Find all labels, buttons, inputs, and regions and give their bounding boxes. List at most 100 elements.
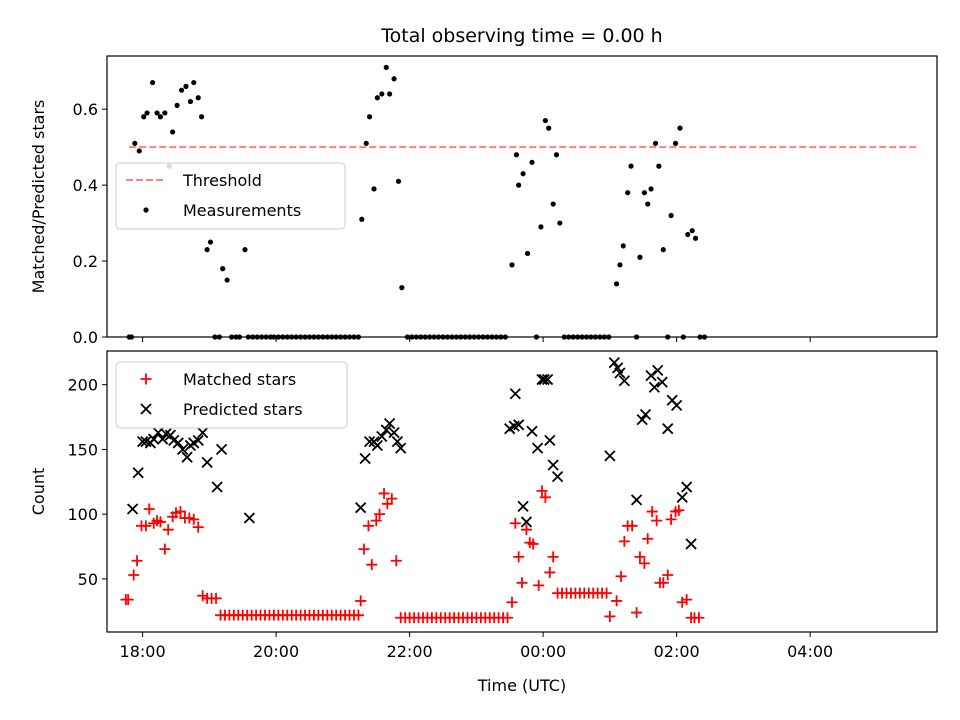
predicted-stars-point	[181, 451, 193, 463]
y-tick-label: 0.6	[73, 100, 98, 119]
matched-stars-point	[386, 493, 398, 505]
matched-stars-point	[536, 485, 548, 497]
measurement-point	[366, 114, 373, 120]
measurement-point	[524, 250, 531, 257]
measurement-point	[617, 262, 623, 268]
predicted-stars-point	[380, 424, 392, 436]
measurement-point	[628, 163, 634, 169]
measurement-point	[379, 91, 385, 97]
predicted-stars-point	[243, 512, 256, 524]
matched-stars-point	[681, 594, 693, 606]
predicted-stars-point	[215, 443, 228, 456]
measurement-point	[542, 117, 548, 124]
predicted-stars-point	[156, 433, 169, 445]
predicted-stars-point	[544, 434, 556, 446]
matched-stars-point	[502, 612, 514, 624]
matched-stars-point	[390, 555, 402, 567]
measurement-point	[637, 254, 643, 260]
predicted-stars-point	[656, 376, 668, 388]
predicted-stars-point	[526, 425, 538, 437]
measurement-point	[652, 140, 659, 146]
predicted-stars-point	[608, 357, 620, 369]
predicted-stars-point	[685, 538, 697, 550]
matched-stars-point	[362, 520, 374, 532]
matched-stars-point	[128, 569, 140, 581]
predicted-stars-point	[614, 367, 626, 379]
predicted-stars-point	[681, 481, 693, 493]
x-tick-label: 02:00	[654, 642, 700, 661]
matched-stars-point	[601, 587, 613, 599]
matched-stars-point	[370, 515, 382, 527]
predicted-stars-point	[547, 459, 559, 471]
matched-stars-point	[673, 504, 685, 516]
predicted-stars-point	[652, 364, 664, 377]
measurement-point	[641, 190, 647, 196]
y-tick-label: 200	[67, 376, 98, 395]
measurement-point	[656, 163, 662, 169]
matched-stars-point	[638, 557, 650, 569]
measurement-point	[224, 277, 230, 283]
matched-stars-point	[122, 594, 134, 606]
predicted-stars-point	[363, 436, 376, 448]
matched-stars-point	[544, 566, 556, 578]
measurement-point	[154, 110, 160, 116]
measurement-point	[141, 114, 147, 120]
measurement-point	[395, 178, 402, 184]
predicted-stars-point	[201, 456, 213, 469]
x-tick-label: 04:00	[787, 642, 833, 661]
legend-predicted-swatch	[140, 403, 152, 415]
matched-stars-point	[527, 538, 539, 550]
matched-stars-point	[642, 533, 654, 545]
measurement-point	[672, 140, 679, 146]
measurement-point	[383, 64, 389, 70]
measurement-point	[387, 91, 393, 97]
measurement-point	[516, 182, 522, 188]
measurement-point	[613, 281, 620, 287]
matched-stars-point	[358, 543, 370, 555]
y-axis-label: Matched/Predicted stars	[29, 100, 48, 294]
predicted-stars-point	[648, 381, 661, 393]
matched-stars-point	[352, 609, 364, 621]
measurement-point	[136, 148, 142, 154]
measurement-point	[198, 114, 205, 120]
matched-stars-point	[509, 517, 521, 529]
measurement-point	[692, 235, 699, 241]
matched-stars-point	[154, 516, 166, 528]
measurement-point	[645, 201, 651, 207]
matched-stars-point	[533, 579, 545, 591]
matched-stars-point	[634, 551, 646, 563]
measurement-point	[546, 125, 552, 131]
matched-stars-point	[626, 520, 638, 532]
measurement-point	[689, 228, 695, 234]
predicted-stars-point	[391, 436, 404, 448]
predicted-stars-point	[148, 433, 160, 445]
predicted-stars-point	[172, 437, 184, 449]
matched-stars-point	[159, 543, 171, 555]
measurement-point	[132, 140, 138, 146]
predicted-stars-point	[531, 442, 544, 454]
x-tick-label: 00:00	[520, 642, 566, 661]
predicted-stars-point	[388, 426, 400, 439]
measurement-point	[187, 98, 194, 105]
predicted-stars-point	[359, 452, 371, 465]
measurement-point	[374, 95, 380, 101]
y-tick-label: 150	[67, 440, 98, 459]
legend-label: Threshold	[182, 171, 262, 190]
matched-stars-point	[547, 551, 559, 563]
predicted-stars-point	[671, 399, 683, 412]
matched-stars-point	[611, 595, 623, 607]
matched-stars-point	[665, 513, 677, 525]
y-tick-label: 100	[67, 505, 98, 524]
bottom-panel: 18:00 20:00 22:00 00:00 02:00 04:00 50 100 150 20…	[29, 350, 938, 695]
measurement-point	[242, 247, 248, 253]
matched-stars-point	[618, 535, 630, 547]
y-tick-label: 50	[78, 570, 98, 589]
matched-stars-point	[188, 513, 200, 525]
matched-stars-point	[131, 555, 143, 567]
matched-stars-point	[662, 569, 674, 581]
matched-stars-point	[210, 592, 222, 604]
matched-stars-point	[174, 506, 186, 518]
matched-stars-point	[693, 612, 705, 624]
y-tick-label: 0.0	[73, 328, 98, 347]
